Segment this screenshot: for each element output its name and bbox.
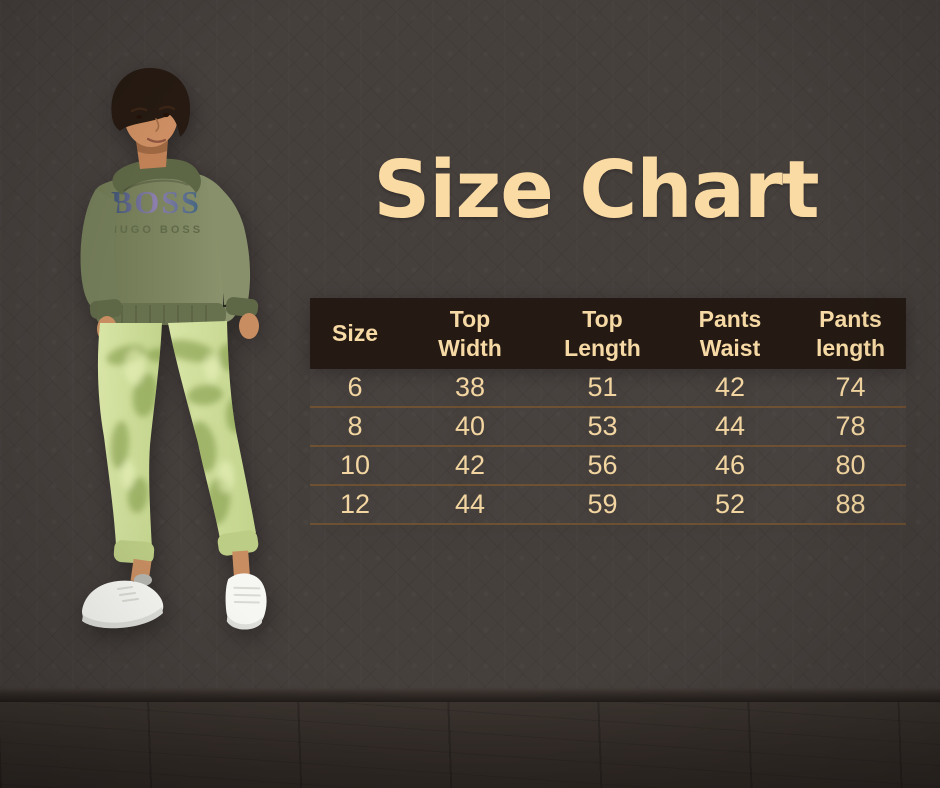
size-table-header: Size Top Width Top Length Pants Waist Pants…: [310, 298, 906, 369]
page-title: Size Chart: [373, 144, 819, 236]
size-table-body: 6 38 51 42 74 8 40 53 44 78 10 42 56 46 …: [310, 369, 906, 525]
wood-floor: [0, 702, 940, 788]
table-row-size-8: 8 40 53 44 78: [310, 408, 906, 447]
table-row-size-10: 10 42 56 46 80: [310, 447, 906, 486]
table-row-size-6: 6 38 51 42 74: [310, 369, 906, 408]
col-header-top-length: Top Length: [564, 306, 641, 361]
col-header-size: Size: [331, 320, 379, 347]
col-header-pants-waist: Pants Waist: [698, 306, 762, 361]
size-table: Size Top Width Top Length Pants Waist Pants…: [310, 298, 906, 525]
col-header-top-width: Top Width: [438, 306, 502, 361]
boy-shoes: [82, 550, 267, 630]
table-row-size-12: 12 44 59 52 88: [310, 486, 906, 525]
boy-hoodie: BOSS HUGO BOSS: [93, 158, 238, 325]
col-header-pants-length: Pants length: [816, 306, 885, 361]
wall-baseboard: [0, 689, 940, 702]
boy-head: [111, 67, 191, 169]
boy-model-photo: BOSS HUGO BOSS: [80, 67, 267, 630]
boy-pants: [97, 321, 259, 564]
hoodie-brand-subtext: HUGO BOSS: [109, 224, 203, 236]
